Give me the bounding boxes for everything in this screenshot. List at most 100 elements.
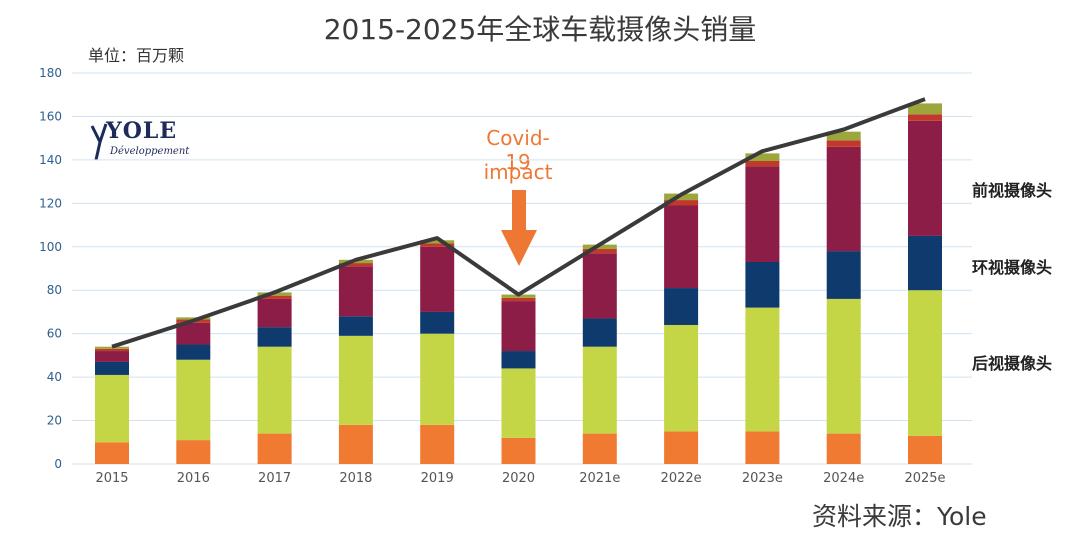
bar-segment xyxy=(745,307,780,432)
x-tick-label: 2024e xyxy=(823,471,864,486)
bar-segment xyxy=(338,316,373,336)
bar-segment xyxy=(176,344,211,360)
y-tick-label: 60 xyxy=(47,327,62,341)
bar-segment xyxy=(745,166,780,262)
bar-segment xyxy=(176,440,211,464)
bar-segment xyxy=(257,298,292,328)
bar-segment xyxy=(745,153,780,161)
bar-segment xyxy=(582,253,617,319)
bar-segment xyxy=(745,160,780,167)
y-tick-label: 100 xyxy=(39,240,62,254)
bar-segment xyxy=(338,266,373,317)
bar-segment xyxy=(95,351,129,362)
y-axis: 0 20 40 60 80 100 120 140 160 180 xyxy=(39,66,62,471)
x-tick-label: 2021e xyxy=(579,471,620,486)
logo-sub-text: Développement xyxy=(110,146,190,157)
x-tick-label: 2023e xyxy=(742,471,783,486)
bar-segment xyxy=(664,200,699,206)
bar-segment xyxy=(501,368,536,438)
x-tick-label: 2022e xyxy=(661,471,702,486)
yole-logo-mark-icon xyxy=(90,123,108,161)
bar-segment xyxy=(338,263,373,267)
bar-segment xyxy=(908,435,942,464)
bar-segment xyxy=(257,327,292,347)
trend-line-group xyxy=(111,97,926,349)
x-tick-label: 2015 xyxy=(95,471,128,486)
bar-segment xyxy=(664,324,699,432)
trend-line xyxy=(111,97,926,349)
x-tick-label: 2016 xyxy=(177,471,210,486)
legend-front-camera: 前视摄像头 xyxy=(972,181,1053,200)
bar-segment xyxy=(826,131,861,141)
bar-segment xyxy=(95,361,129,375)
bar-segment xyxy=(420,246,455,312)
bar-segment xyxy=(908,103,942,115)
x-tick-label: 2019 xyxy=(421,471,454,486)
bar-segment xyxy=(176,359,211,441)
bar-segment xyxy=(420,243,455,247)
bar-segment xyxy=(338,424,373,464)
yole-logo: YOLE Développement xyxy=(86,118,196,178)
x-tick-label: 2020 xyxy=(502,471,535,486)
bar-segment xyxy=(826,298,861,434)
source-note: 资料来源：Yole xyxy=(812,502,987,531)
y-tick-label: 40 xyxy=(47,370,62,384)
bar-segment xyxy=(257,433,292,464)
covid-arrow-group xyxy=(501,190,537,266)
y-tick-label: 120 xyxy=(39,196,62,210)
bar-segment xyxy=(176,322,211,345)
bar-segment xyxy=(420,424,455,464)
bar-segment xyxy=(908,114,942,121)
bar-segment xyxy=(826,140,861,147)
bar-segment xyxy=(582,248,617,254)
bar-segment xyxy=(501,351,536,369)
bar-segment xyxy=(826,433,861,464)
bar-segment xyxy=(582,346,617,434)
bar-segment xyxy=(664,288,699,325)
bar-segment xyxy=(501,437,536,464)
bar-segment xyxy=(420,240,455,244)
bar-segment xyxy=(95,346,129,349)
bar-segment xyxy=(745,431,780,464)
logo-main-text: YOLE xyxy=(106,118,178,144)
legend-surround-camera: 环视摄像头 xyxy=(972,258,1053,277)
bar-segment xyxy=(745,261,780,308)
bar-segment xyxy=(420,311,455,334)
x-tick-label: 2025e xyxy=(904,471,945,486)
bar-segment xyxy=(664,431,699,464)
bar-segment xyxy=(501,297,536,302)
bar-segment xyxy=(908,120,942,236)
bar-segment xyxy=(257,346,292,434)
y-tick-label: 140 xyxy=(39,153,62,167)
legend-rear-camera: 后视摄像头 xyxy=(972,354,1053,373)
bar-segment xyxy=(257,295,292,299)
bars xyxy=(95,103,942,464)
bar-segment xyxy=(501,301,536,352)
covid-annotation-line2: impact xyxy=(483,160,553,184)
covid-arrow-head-icon xyxy=(501,230,537,266)
x-tick-label: 2017 xyxy=(258,471,291,486)
y-tick-label: 20 xyxy=(47,414,62,428)
bar-segment xyxy=(826,146,861,252)
y-tick-label: 80 xyxy=(47,283,62,297)
x-tick-label: 2018 xyxy=(339,471,372,486)
y-tick-label: 180 xyxy=(39,66,62,80)
bar-segment xyxy=(338,335,373,425)
bar-segment xyxy=(95,442,129,464)
covid-annotation-line1: Covid-19 xyxy=(486,126,550,174)
y-tick-label: 160 xyxy=(39,109,62,123)
unit-label: 单位：百万颗 xyxy=(88,46,185,65)
covid-arrow-shaft xyxy=(512,190,526,230)
bar-segment xyxy=(582,433,617,464)
y-tick-label: 0 xyxy=(54,457,62,471)
bar-segment xyxy=(826,251,861,299)
bar-segment xyxy=(176,317,211,320)
bar-segment xyxy=(420,333,455,425)
bar-segment xyxy=(582,318,617,347)
chart-title: 2015-2025年全球车载摄像头销量 xyxy=(323,13,757,46)
x-axis: 2015 2016 2017 2018 2019 2020 2021e 2022e 2023e 2… xyxy=(95,471,945,486)
bar-segment xyxy=(95,374,129,443)
bar-segment xyxy=(908,235,942,291)
bar-segment xyxy=(95,348,129,352)
